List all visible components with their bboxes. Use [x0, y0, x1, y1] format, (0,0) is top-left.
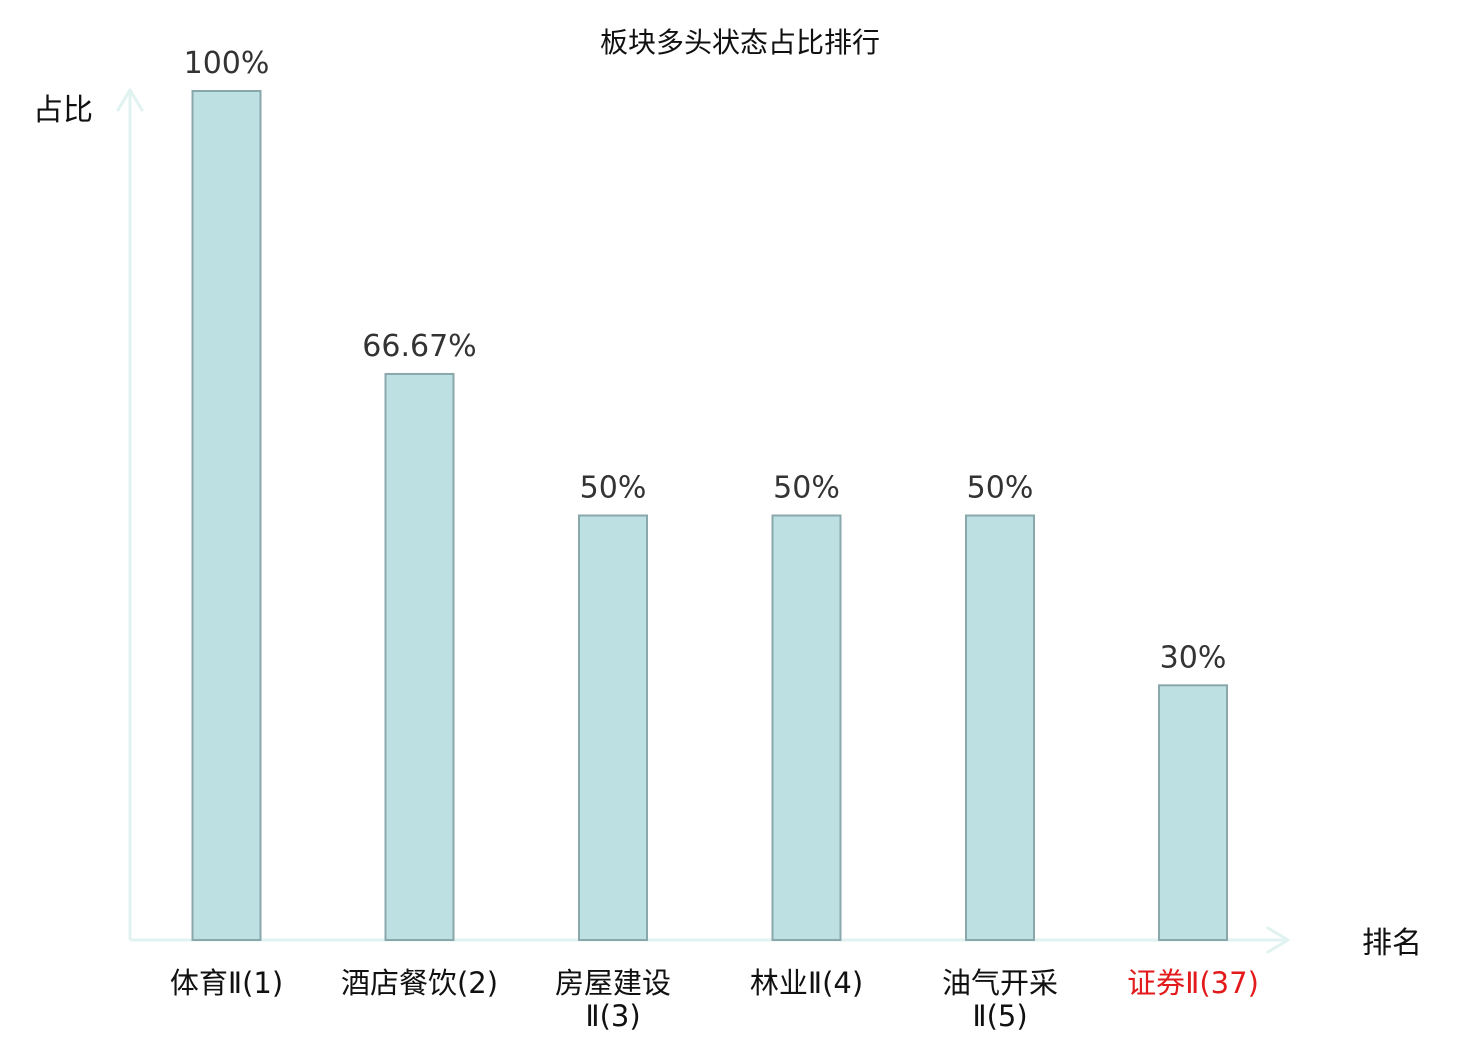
value-label-2: 66.67%	[362, 329, 476, 364]
tick-label-6: 证券Ⅱ(37)	[1127, 966, 1259, 1000]
bar-2	[384, 372, 455, 942]
bar-4	[771, 514, 842, 941]
tick-label-5-line2: Ⅱ(5)	[972, 999, 1027, 1033]
tick-label-3: 房屋建设	[555, 966, 671, 1000]
tick-label-3-line2: Ⅱ(3)	[585, 999, 640, 1033]
bar-3	[578, 514, 648, 941]
value-labels: 100% 66.67% 50% 50% 50% 30%	[184, 46, 1227, 675]
tick-label-1: 体育Ⅱ(1)	[170, 966, 283, 1000]
chart-title: 板块多头状态占比排行	[600, 26, 880, 59]
tick-label-5: 油气开采	[942, 966, 1058, 1000]
value-label-5: 50%	[967, 471, 1034, 506]
y-axis-arrow	[116, 88, 144, 112]
y-axis-label: 占比	[33, 93, 93, 128]
value-label-6: 30%	[1160, 640, 1227, 675]
tick-label-2: 酒店餐饮(2)	[341, 966, 498, 1000]
value-label-1: 100%	[184, 46, 270, 81]
bar-5	[965, 514, 1035, 941]
bar-6	[1158, 684, 1228, 941]
bar-series	[191, 90, 1228, 942]
x-axis-label: 排名	[1362, 926, 1422, 961]
tick-label-4: 林业Ⅱ(4)	[750, 966, 863, 1000]
bar-1	[191, 90, 262, 941]
x-axis-arrow	[1266, 926, 1290, 954]
value-label-4: 50%	[773, 471, 840, 506]
value-label-3: 50%	[580, 471, 647, 506]
